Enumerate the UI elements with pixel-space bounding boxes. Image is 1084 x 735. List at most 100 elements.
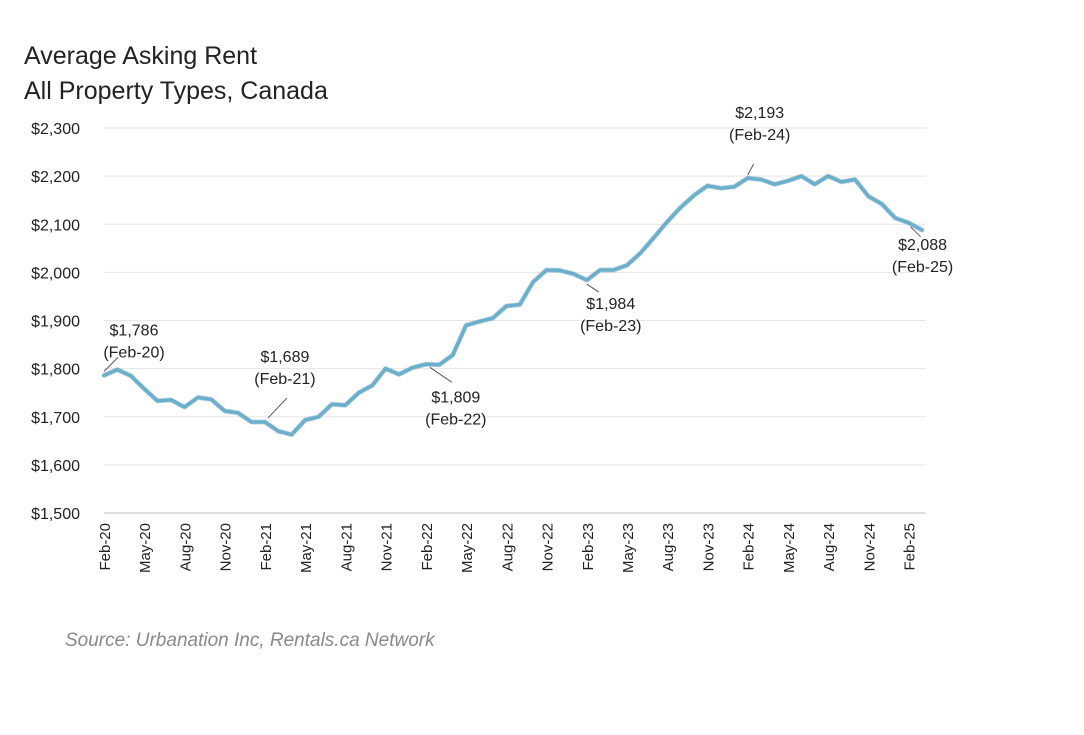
data-label-leader	[267, 397, 288, 419]
x-tick-label: Feb-25	[902, 523, 919, 571]
data-point	[102, 374, 106, 377]
data-point	[491, 316, 495, 320]
source-note: Source: Urbanation Inc, Rentals.ca Netwo…	[65, 630, 435, 651]
data-point	[719, 186, 723, 190]
data-label-value: $1,809	[431, 389, 480, 406]
data-point	[317, 415, 320, 418]
data-label-leader	[103, 357, 119, 372]
x-tick-label: Nov-22	[540, 523, 557, 571]
data-label-date: (Feb-22)	[425, 411, 486, 428]
x-tick: Aug-22	[499, 523, 516, 571]
y-tick-label: $1,800	[31, 362, 80, 379]
data-label-value: $1,786	[110, 322, 159, 339]
data-label: $1,786 (Feb-20)	[103, 322, 165, 372]
x-tick: Feb-25	[902, 523, 919, 571]
x-tick-label: May-22	[459, 523, 476, 573]
y-tick-label: $1,900	[31, 314, 80, 331]
y-tick-label: $1,700	[31, 410, 80, 427]
data-point	[370, 384, 374, 387]
x-tick: Aug-24	[821, 523, 838, 571]
x-tick: Feb-23	[580, 523, 597, 571]
data-point	[585, 278, 588, 282]
data-point	[451, 353, 454, 357]
data-point	[692, 194, 696, 197]
y-axis: $1,500 $1,600 $1,700 $1,800 $1,900 $2,000 $2,1…	[31, 121, 80, 523]
data-point	[746, 176, 749, 180]
data-point	[639, 251, 642, 255]
data-point	[303, 418, 307, 422]
x-tick: Feb-21	[258, 523, 275, 571]
x-tick: Nov-22	[540, 523, 557, 571]
x-tick-label: May-21	[298, 523, 315, 573]
x-tick-label: Aug-20	[177, 523, 194, 571]
data-point	[464, 324, 468, 327]
data-point	[156, 399, 159, 403]
data-point	[505, 304, 508, 308]
x-tick-label: May-23	[620, 523, 637, 573]
data-point	[397, 373, 401, 376]
data-label-value: $2,193	[735, 105, 784, 122]
data-point	[531, 280, 535, 284]
data-label-value: $1,984	[586, 296, 635, 313]
data-point	[210, 398, 213, 401]
data-point	[330, 403, 334, 406]
data-point	[478, 320, 481, 323]
data-point	[666, 220, 669, 224]
x-axis: Feb-20 May-20 Aug-20 Nov-20 Feb-21 May-21 Aug-…	[97, 512, 926, 573]
data-point	[183, 405, 186, 409]
data-point	[384, 367, 387, 370]
x-tick-label: Feb-20	[97, 523, 114, 571]
x-tick-label: May-20	[137, 523, 154, 573]
y-tick-label: $2,300	[31, 121, 80, 138]
y-tick-label: $2,000	[31, 265, 80, 282]
data-label-value: $1,689	[260, 349, 309, 366]
x-tick: Nov-23	[700, 523, 717, 571]
data-point	[290, 433, 293, 436]
data-point	[893, 216, 897, 220]
x-tick-label: Aug-22	[499, 523, 516, 571]
data-point	[612, 268, 615, 272]
x-tick: Nov-24	[861, 523, 878, 571]
data-point	[920, 228, 924, 232]
data-point	[196, 396, 200, 399]
x-tick-label: Feb-22	[419, 523, 436, 571]
data-label-leader	[910, 226, 921, 238]
x-tick: Nov-20	[218, 523, 235, 571]
x-tick: Feb-20	[97, 523, 114, 571]
x-tick: May-23	[620, 523, 637, 573]
x-tick-label: Feb-23	[580, 523, 597, 571]
data-point	[786, 179, 790, 183]
data-point	[116, 368, 119, 371]
data-point	[357, 391, 360, 394]
data-point	[907, 221, 910, 225]
x-tick-label: Feb-24	[741, 523, 758, 571]
x-tick-label: Feb-21	[258, 523, 275, 571]
data-point	[625, 263, 629, 267]
data-label-date: (Feb-25)	[892, 259, 953, 276]
data-point	[236, 411, 240, 415]
data-point	[344, 404, 347, 407]
x-tick: Feb-24	[741, 523, 758, 571]
x-tick: Nov-21	[379, 523, 396, 571]
data-label-value: $2,088	[898, 237, 947, 254]
x-tick-label: Aug-23	[660, 523, 677, 571]
x-tick: Feb-22	[419, 523, 436, 571]
x-tick-label: Nov-20	[218, 523, 235, 571]
data-label: $1,984 (Feb-23)	[580, 283, 641, 335]
x-tick-label: Nov-23	[700, 523, 717, 571]
gridlines	[104, 127, 926, 514]
data-point	[129, 374, 133, 378]
x-tick: May-24	[781, 523, 798, 573]
x-tick: May-20	[137, 523, 154, 573]
data-point	[826, 174, 830, 178]
data-point	[773, 183, 776, 186]
data-point	[598, 268, 602, 272]
data-point	[277, 429, 280, 433]
data-point	[759, 178, 763, 181]
data-label: $2,088 (Feb-25)	[892, 226, 953, 276]
x-tick: Aug-23	[660, 523, 677, 571]
data-label: $1,809 (Feb-22)	[425, 366, 487, 428]
series-group	[101, 173, 925, 438]
data-point	[813, 183, 816, 186]
data-label-date: (Feb-21)	[254, 371, 315, 388]
